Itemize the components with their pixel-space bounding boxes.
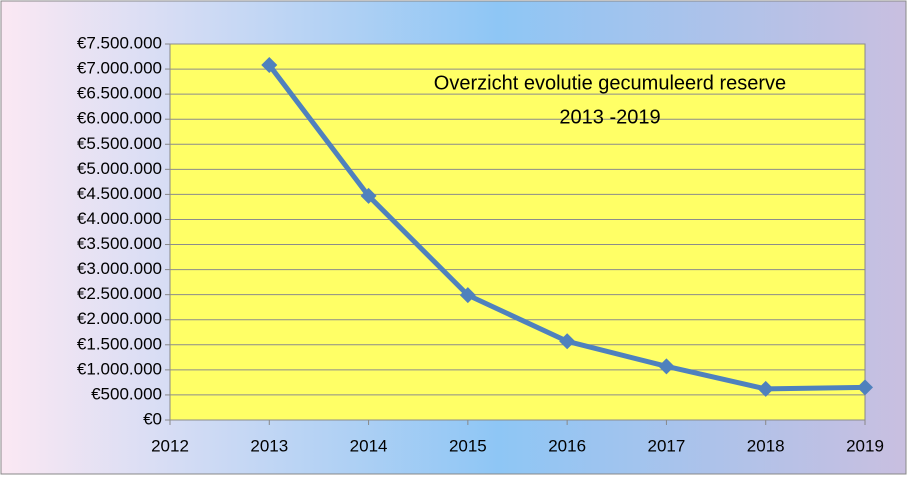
data-point [459, 287, 476, 304]
y-tick-label: €3.500.000 [77, 234, 162, 253]
data-point [360, 187, 377, 204]
data-point [261, 57, 278, 74]
y-tick-label: €6.000.000 [77, 109, 162, 128]
y-tick-label: €7.500.000 [77, 33, 162, 52]
y-tick-label: €3.000.000 [77, 259, 162, 278]
x-tick-label: 2012 [151, 436, 189, 455]
x-tick-label: 2019 [846, 436, 884, 455]
y-tick-label: €5.500.000 [77, 134, 162, 153]
x-tick-label: 2015 [449, 436, 487, 455]
x-tick-label: 2016 [548, 436, 586, 455]
y-tick-label: €500.000 [91, 384, 162, 403]
y-tick-label: €7.000.000 [77, 59, 162, 78]
x-tick-label: 2014 [350, 436, 388, 455]
data-point [757, 380, 774, 397]
y-tick-label: €2.500.000 [77, 284, 162, 303]
y-tick-label: €6.500.000 [77, 84, 162, 103]
y-tick-label: €2.000.000 [77, 309, 162, 328]
y-tick-label: €5.000.000 [77, 159, 162, 178]
data-point [559, 333, 576, 350]
data-point [658, 358, 675, 375]
y-tick-label: €1.000.000 [77, 359, 162, 378]
y-tick-label: €4.500.000 [77, 184, 162, 203]
data-point [857, 379, 873, 396]
x-tick-label: 2013 [250, 436, 288, 455]
x-tick-label: 2018 [747, 436, 785, 455]
chart-title: Overzicht evolutie gecumuleerd reserve [434, 72, 786, 94]
plot-area [169, 43, 866, 421]
chart-subtitle: 2013 -2019 [559, 106, 660, 128]
x-tick-label: 2017 [648, 436, 686, 455]
y-tick-label: €0 [143, 409, 162, 428]
y-tick-label: €1.500.000 [77, 334, 162, 353]
y-tick-label: €4.000.000 [77, 209, 162, 228]
